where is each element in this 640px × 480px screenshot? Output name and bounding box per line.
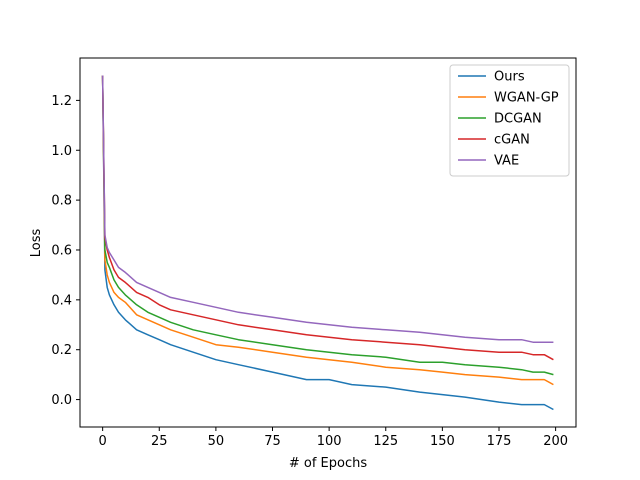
series-line-cgan xyxy=(101,75,554,361)
x-tick-label: 175 xyxy=(487,434,512,449)
y-tick-label: 0.0 xyxy=(51,393,72,408)
y-tick-label: 0.4 xyxy=(51,293,72,308)
legend-label: DCGAN xyxy=(494,112,542,127)
y-axis-label: Loss xyxy=(29,229,44,258)
y-tick-label: 0.2 xyxy=(51,343,72,358)
legend-label: Ours xyxy=(494,70,525,85)
plot-frame xyxy=(79,57,577,428)
x-tick-label: 200 xyxy=(543,434,568,449)
y-axis: 0.0 0.2 0.4 0.6 0.8 1.0 1.2 xyxy=(51,94,80,408)
series-line-ours xyxy=(101,75,554,411)
x-axis: 0 25 50 75 100 125 150 175 200 xyxy=(99,427,568,449)
legend-label: WGAN-GP xyxy=(494,91,559,106)
x-tick-label: 50 xyxy=(208,434,225,449)
legend: Ours WGAN-GP DCGAN cGAN VAE xyxy=(449,64,570,177)
series-layer xyxy=(101,75,554,411)
x-tick-label: 100 xyxy=(317,434,342,449)
y-tick-label: 1.2 xyxy=(51,94,72,109)
x-tick-label: 150 xyxy=(430,434,455,449)
x-axis-label: # of Epochs xyxy=(289,456,367,471)
legend-label: VAE xyxy=(494,154,519,169)
x-tick-label: 125 xyxy=(373,434,398,449)
series-line-dcgan xyxy=(101,75,554,376)
y-tick-label: 0.8 xyxy=(51,194,72,209)
y-tick-label: 1.0 xyxy=(51,144,72,159)
x-tick-label: 25 xyxy=(151,434,168,449)
x-tick-label: 0 xyxy=(99,434,107,449)
y-tick-label: 0.6 xyxy=(51,243,72,258)
series-line-vae xyxy=(101,75,554,343)
legend-label: cGAN xyxy=(494,133,530,148)
legend-box xyxy=(449,64,570,177)
series-line-wgan-gp xyxy=(101,75,554,386)
x-tick-label: 75 xyxy=(264,434,281,449)
